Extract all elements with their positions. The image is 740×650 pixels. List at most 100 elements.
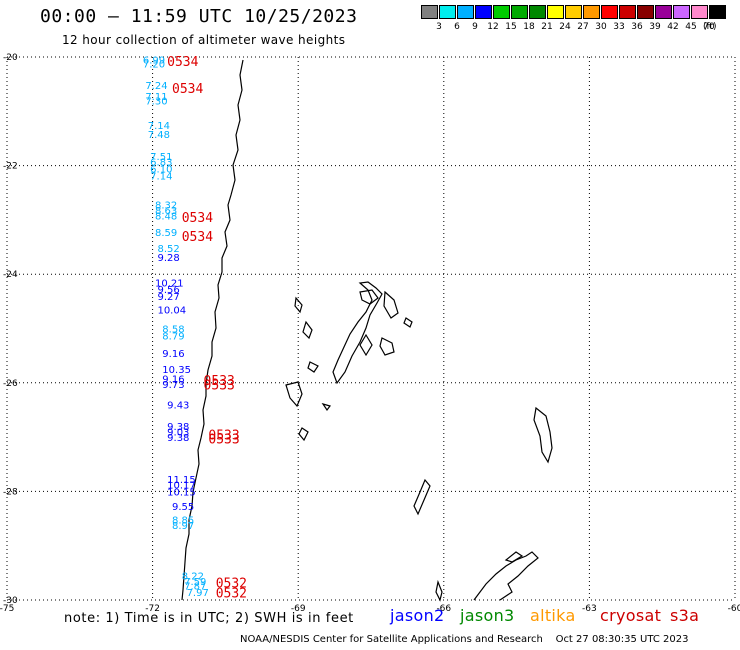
swh-value: 9.38: [167, 433, 189, 444]
pass-time-label: 0533: [204, 378, 235, 393]
legend-swatch: [691, 5, 708, 19]
swh-value: 6.10: [150, 164, 172, 175]
swh-value: 8.59: [155, 228, 177, 239]
legend-swatch: [439, 5, 456, 19]
wave-height-observations: 6.997.207.247.117.307.147.487.516.836.10…: [143, 56, 209, 599]
island-12: [533, 406, 553, 464]
swh-value: 6.83: [150, 157, 172, 168]
island-5: [403, 317, 413, 328]
latitude-label: -24: [3, 270, 18, 280]
swh-value: 8.97: [172, 521, 194, 532]
legend-label: 36: [631, 22, 643, 32]
legend-swatch: [655, 5, 672, 19]
swh-value: 7.11: [145, 92, 167, 103]
swh-value: 7.97: [187, 588, 209, 599]
south-america-coastline: [181, 59, 244, 601]
satellite-cryosat: cryosat: [600, 606, 662, 625]
swh-value: 9.03: [167, 428, 189, 439]
swh-value: 8.22: [182, 572, 204, 583]
swh-value: 7.59: [184, 577, 206, 588]
legend-label: 12: [487, 22, 499, 32]
color-scale-labels: 3 6 9 12 15 18 21 24 27 30 33 36 39 42 45 70: [421, 22, 740, 34]
pass-time-label: 0532: [216, 577, 247, 592]
island-10: [298, 427, 309, 442]
pass-time-label: 0534: [182, 211, 213, 226]
pass-time-label: 0534: [182, 230, 213, 245]
legend-swatch: [583, 5, 600, 19]
island-15: [435, 579, 443, 602]
swh-value: 10.04: [157, 305, 186, 316]
swh-value: 7.24: [145, 81, 167, 92]
legend-swatch: [565, 5, 582, 19]
swh-value: 9.28: [157, 253, 179, 264]
island-9: [307, 361, 319, 373]
swh-value: 7.30: [145, 96, 167, 107]
swh-value: 8.63: [155, 206, 177, 217]
swh-value: 8.85: [172, 516, 194, 527]
swh-value: 8.52: [157, 244, 179, 255]
units-note: note: 1) Time is in UTC; 2) SWH is in fe…: [64, 611, 354, 626]
island-3: [359, 289, 379, 305]
swh-value: 10.35: [162, 365, 191, 376]
island-13: [413, 478, 431, 516]
swh-value: 11.15: [167, 475, 196, 486]
swh-value: 7.14: [150, 171, 172, 182]
map-subtitle: 12 hour collection of altimeter wave hei…: [62, 33, 346, 47]
island-11: [321, 402, 332, 412]
legend-swatch: [511, 5, 528, 19]
longitude-label: -69: [291, 604, 306, 614]
legend-swatch: [493, 5, 510, 19]
legend-label: 21: [541, 22, 553, 32]
longitude-label: -72: [145, 604, 160, 614]
legend-label: 70: [703, 22, 715, 32]
island-4: [383, 290, 399, 319]
latitude-label: -26: [3, 379, 18, 389]
swh-value: 10.15: [167, 487, 196, 498]
swh-value: 7.14: [148, 121, 170, 132]
legend-unit: (ft): [703, 22, 717, 32]
legend-label: 39: [649, 22, 661, 32]
legend-label: 42: [667, 22, 679, 32]
swh-value: 8.48: [155, 212, 177, 223]
satellite-altika: altika: [530, 606, 576, 625]
legend-label: 15: [505, 22, 517, 32]
swh-value: 9.27: [157, 292, 179, 303]
satellite-jason2: jason2: [390, 606, 445, 625]
swh-value: 9.56: [157, 285, 179, 296]
legend-swatch: [637, 5, 654, 19]
longitude-label: -66: [436, 604, 451, 614]
legend-label: 33: [613, 22, 625, 32]
satellite-s3a: s3a: [670, 606, 700, 625]
legend-swatch: [601, 5, 618, 19]
credit-line: NOAA/NESDIS Center for Satellite Applica…: [240, 634, 689, 645]
pass-time-label: 0534: [167, 55, 198, 70]
pass-time-label: 0532: [216, 586, 247, 601]
pass-time-label: 0534: [172, 82, 203, 97]
legend-label: 24: [559, 22, 571, 32]
swh-value: 9.43: [167, 401, 189, 412]
pass-time-label: 0533: [208, 433, 239, 448]
swh-value: 9.55: [172, 502, 194, 513]
longitude-label: -75: [0, 604, 14, 614]
longitude-label: -60: [728, 604, 740, 614]
south-landmass: [473, 551, 539, 601]
chiloe-like-island: [332, 281, 383, 385]
swh-value: 9.16: [162, 374, 184, 385]
swh-value: 8.79: [162, 332, 184, 343]
pass-time-label: 0533: [208, 428, 239, 443]
satellite-jason3: jason3: [460, 606, 515, 625]
swh-value: 7.48: [148, 130, 170, 141]
map-title: 00:00 – 11:59 UTC 10/25/2023: [40, 6, 358, 27]
swh-value: 9.38: [167, 422, 189, 433]
swh-value: 8.58: [162, 325, 184, 336]
island-8: [285, 381, 303, 408]
legend-label: 9: [472, 22, 478, 32]
legend-swatch: [673, 5, 690, 19]
color-scale-legend: [421, 5, 727, 19]
island-7: [379, 337, 395, 356]
latitude-label: -20: [3, 53, 18, 63]
swh-value: 7.51: [150, 152, 172, 163]
swh-value: 9.16: [162, 349, 184, 360]
island-14: [504, 551, 524, 563]
